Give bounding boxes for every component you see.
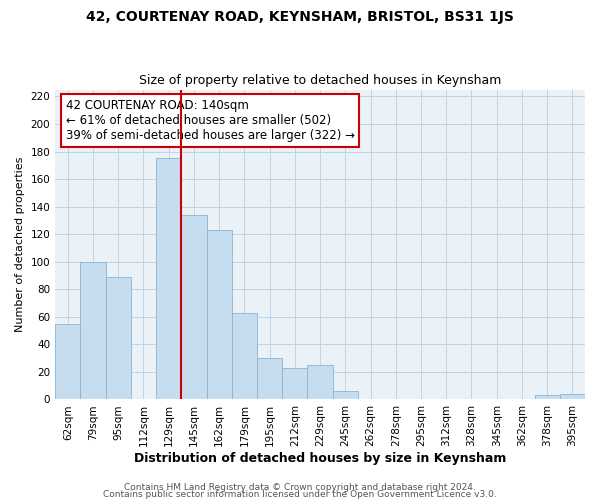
- Title: Size of property relative to detached houses in Keynsham: Size of property relative to detached ho…: [139, 74, 501, 87]
- Bar: [332, 391, 358, 400]
- Bar: [106, 277, 131, 400]
- Bar: [282, 368, 307, 400]
- Bar: [535, 396, 560, 400]
- Text: Contains public sector information licensed under the Open Government Licence v3: Contains public sector information licen…: [103, 490, 497, 499]
- Bar: [307, 365, 332, 400]
- Bar: [257, 358, 282, 400]
- Text: Contains HM Land Registry data © Crown copyright and database right 2024.: Contains HM Land Registry data © Crown c…: [124, 484, 476, 492]
- Bar: [55, 324, 80, 400]
- X-axis label: Distribution of detached houses by size in Keynsham: Distribution of detached houses by size …: [134, 452, 506, 465]
- Bar: [181, 215, 206, 400]
- Bar: [560, 394, 585, 400]
- Text: 42, COURTENAY ROAD, KEYNSHAM, BRISTOL, BS31 1JS: 42, COURTENAY ROAD, KEYNSHAM, BRISTOL, B…: [86, 10, 514, 24]
- Y-axis label: Number of detached properties: Number of detached properties: [15, 157, 25, 332]
- Bar: [80, 262, 106, 400]
- Text: 42 COURTENAY ROAD: 140sqm
← 61% of detached houses are smaller (502)
39% of semi: 42 COURTENAY ROAD: 140sqm ← 61% of detac…: [66, 99, 355, 142]
- Bar: [232, 312, 257, 400]
- Bar: [206, 230, 232, 400]
- Bar: [156, 158, 181, 400]
